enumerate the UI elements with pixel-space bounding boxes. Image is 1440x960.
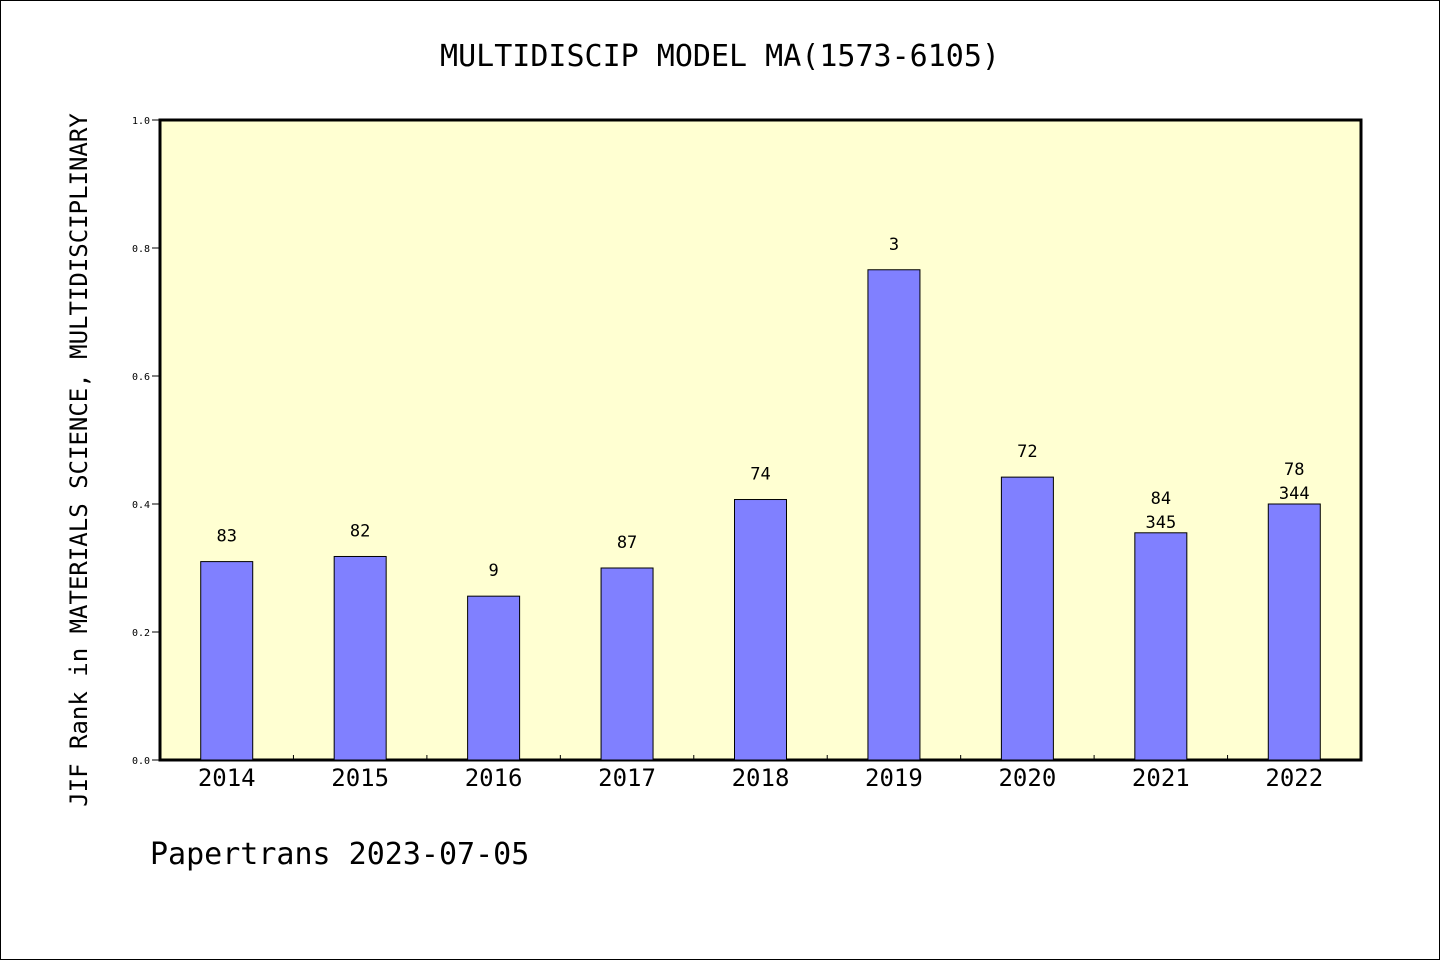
x-tick-label: 2019 — [865, 764, 923, 792]
bar-label-bottom: 344 — [1279, 484, 1310, 504]
bar-2020 — [1000, 476, 1054, 761]
y-axis-label: JIF Rank in MATERIALS SCIENCE, MULTIDISC… — [65, 113, 93, 807]
bar-2018 — [734, 499, 787, 761]
bar-2014 — [200, 561, 254, 761]
bar-label-top: 3 — [889, 235, 899, 255]
x-tick-label: 2018 — [732, 764, 790, 792]
bar-label-top: 83 — [216, 527, 236, 547]
x-tick-label: 2017 — [598, 764, 656, 792]
y-tick-label: 1.0 — [132, 116, 150, 127]
bar-label-top: 74 — [750, 465, 770, 485]
bar-label-bottom: 345 — [1145, 513, 1176, 533]
bar-label-top: 87 — [617, 533, 637, 553]
bar-label-top: 9 — [488, 561, 498, 581]
x-tick-label: 2016 — [465, 764, 523, 792]
x-tick-label: 2021 — [1132, 764, 1190, 792]
y-tick-label: 0.4 — [132, 500, 150, 511]
y-tick-label: 0.2 — [132, 628, 150, 639]
x-tick-label: 2022 — [1265, 764, 1323, 792]
bar-2022 — [1267, 503, 1321, 761]
y-axis-ticks: 0.0 0.2 0.4 0.6 0.8 1.0 — [132, 116, 160, 767]
y-tick-label: 0.6 — [132, 372, 150, 383]
x-tick-label: 2014 — [198, 764, 256, 792]
bar-labels: 83 82 9 87 74 3 72 84 345 78 344 — [216, 235, 1309, 581]
y-tick-label: 0.0 — [132, 756, 150, 767]
bar-label-top: 82 — [350, 521, 370, 541]
bar-2015 — [333, 555, 387, 761]
footer-credit: Papertrans 2023-07-05 — [150, 837, 529, 872]
y-tick-label: 0.8 — [132, 244, 150, 255]
bar-2017 — [600, 567, 654, 761]
x-axis-ticks: 2014 2015 2016 2017 2018 2019 2020 2021 2022 — [198, 755, 1323, 792]
chart-title: MULTIDISCIP MODEL MA(1573-6105) — [440, 39, 1000, 74]
bar-2016 — [467, 595, 521, 761]
bar-label-top: 78 — [1284, 460, 1304, 480]
bar-2019 — [867, 269, 921, 761]
x-tick-label: 2015 — [331, 764, 389, 792]
x-tick-label: 2020 — [998, 764, 1056, 792]
bar-label-top: 84 — [1151, 489, 1171, 509]
bars — [200, 269, 1321, 761]
bar-2021 — [1134, 532, 1188, 761]
bar-label-top: 72 — [1017, 442, 1037, 462]
